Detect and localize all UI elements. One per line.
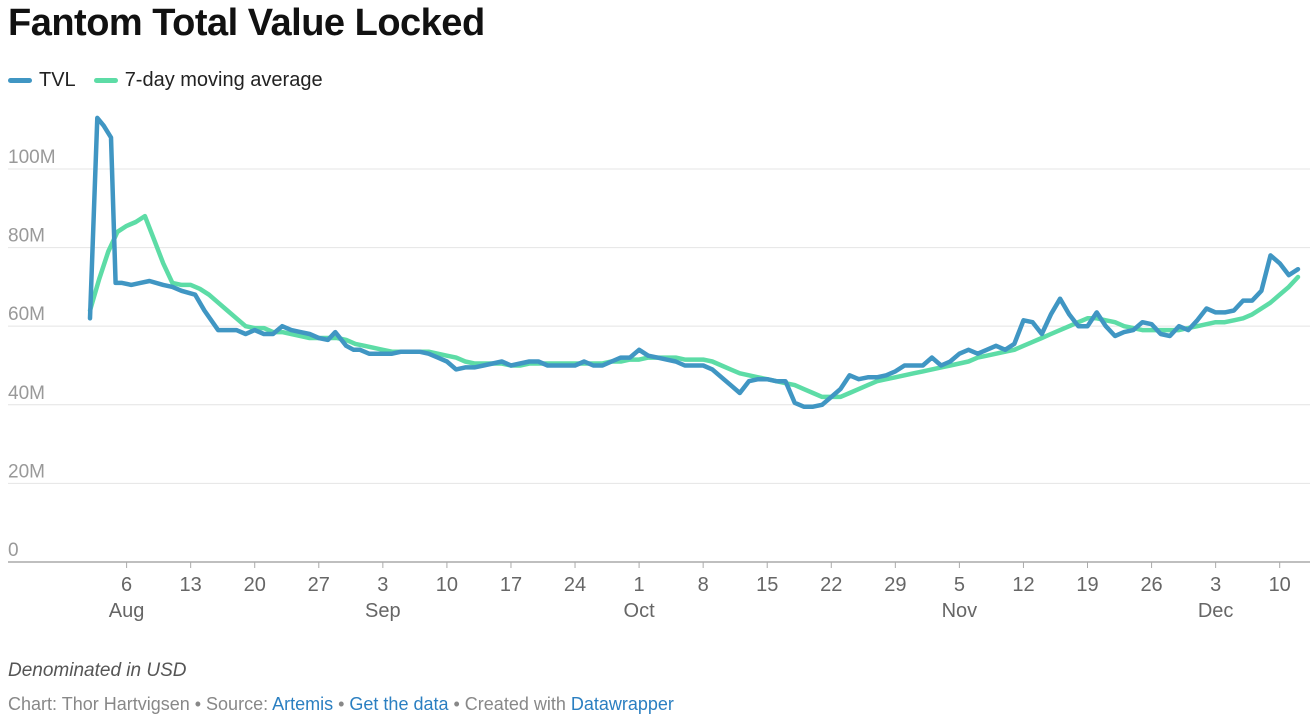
x-tick-label-14: 12 xyxy=(1012,574,1034,596)
x-month-label-17: Dec xyxy=(1198,600,1234,622)
y-tick-label-5: 100M xyxy=(8,147,56,168)
x-tick-label-2: 20 xyxy=(244,574,266,596)
legend-label-tvl: TVL xyxy=(39,69,76,91)
y-tick-label-0: 0 xyxy=(8,540,19,561)
x-tick-label-1: 13 xyxy=(180,574,202,596)
x-tick-label-8: 1 xyxy=(634,574,645,596)
x-tick-label-4: 3 xyxy=(377,574,388,596)
x-tick-label-15: 19 xyxy=(1076,574,1098,596)
series-lines xyxy=(87,115,1301,409)
legend-item-ma: 7-day moving average xyxy=(93,69,323,92)
datawrapper-link[interactable]: Datawrapper xyxy=(570,694,674,714)
x-tick-label-17: 3 xyxy=(1210,574,1221,596)
legend-swatch-tvl xyxy=(8,78,32,83)
y-tick-label-1: 20M xyxy=(8,461,45,482)
legend-item-tvl: TVL xyxy=(8,69,76,92)
x-tick-label-18: 10 xyxy=(1269,574,1291,596)
x-tick-label-6: 17 xyxy=(500,574,522,596)
x-tick-label-11: 22 xyxy=(820,574,842,596)
source-link[interactable]: Artemis xyxy=(272,694,334,714)
legend-label-ma: 7-day moving average xyxy=(124,69,323,91)
x-tick-label-12: 29 xyxy=(884,574,906,596)
x-tick-label-5: 10 xyxy=(436,574,458,596)
get-data-link[interactable]: Get the data xyxy=(349,694,449,714)
x-tick-label-16: 26 xyxy=(1140,574,1162,596)
grid-lines xyxy=(8,168,1310,563)
chart-title: Fantom Total Value Locked xyxy=(8,2,485,44)
x-month-label-4: Sep xyxy=(365,600,401,622)
x-tick-label-0: 6 xyxy=(121,574,132,596)
x-axis-ticks: 6 Aug 13 20 27 3 Sep 10 17 24 1 Oct 8 15 22 29 5 Nov 12 19 2… xyxy=(109,562,1291,622)
x-tick-label-13: 5 xyxy=(954,574,965,596)
y-tick-label-2: 40M xyxy=(8,383,45,404)
legend-swatch-ma xyxy=(93,78,118,83)
x-month-label-8: Oct xyxy=(624,600,656,622)
y-tick-label-3: 60M xyxy=(8,304,45,325)
series-line-tvl xyxy=(87,115,1301,409)
line-chart: 0 20M 40M 60M 80M 100M 6 Aug 13 20 27 3 Sep 10 17 24 1 O… xyxy=(8,115,1310,622)
x-tick-label-10: 15 xyxy=(756,574,778,596)
x-tick-label-3: 27 xyxy=(308,574,330,596)
footer-created: • Created with xyxy=(448,694,571,714)
footer-sep: • xyxy=(333,694,350,714)
y-axis-ticks: 0 20M 40M 60M 80M 100M xyxy=(8,147,56,561)
x-month-label-0: Aug xyxy=(109,600,145,622)
footer-credit: Chart: Thor Hartvigsen • Source: xyxy=(8,694,273,714)
legend: TVL 7-day moving average xyxy=(8,69,341,92)
y-tick-label-4: 80M xyxy=(8,226,45,247)
x-tick-label-7: 24 xyxy=(564,574,586,596)
x-tick-label-9: 8 xyxy=(698,574,709,596)
series-line-moving-average xyxy=(87,213,1301,400)
chart-footer: Chart: Thor Hartvigsen • Source: Artemis… xyxy=(8,694,674,715)
x-month-label-13: Nov xyxy=(942,600,978,622)
chart-notes: Denominated in USD xyxy=(8,660,187,681)
